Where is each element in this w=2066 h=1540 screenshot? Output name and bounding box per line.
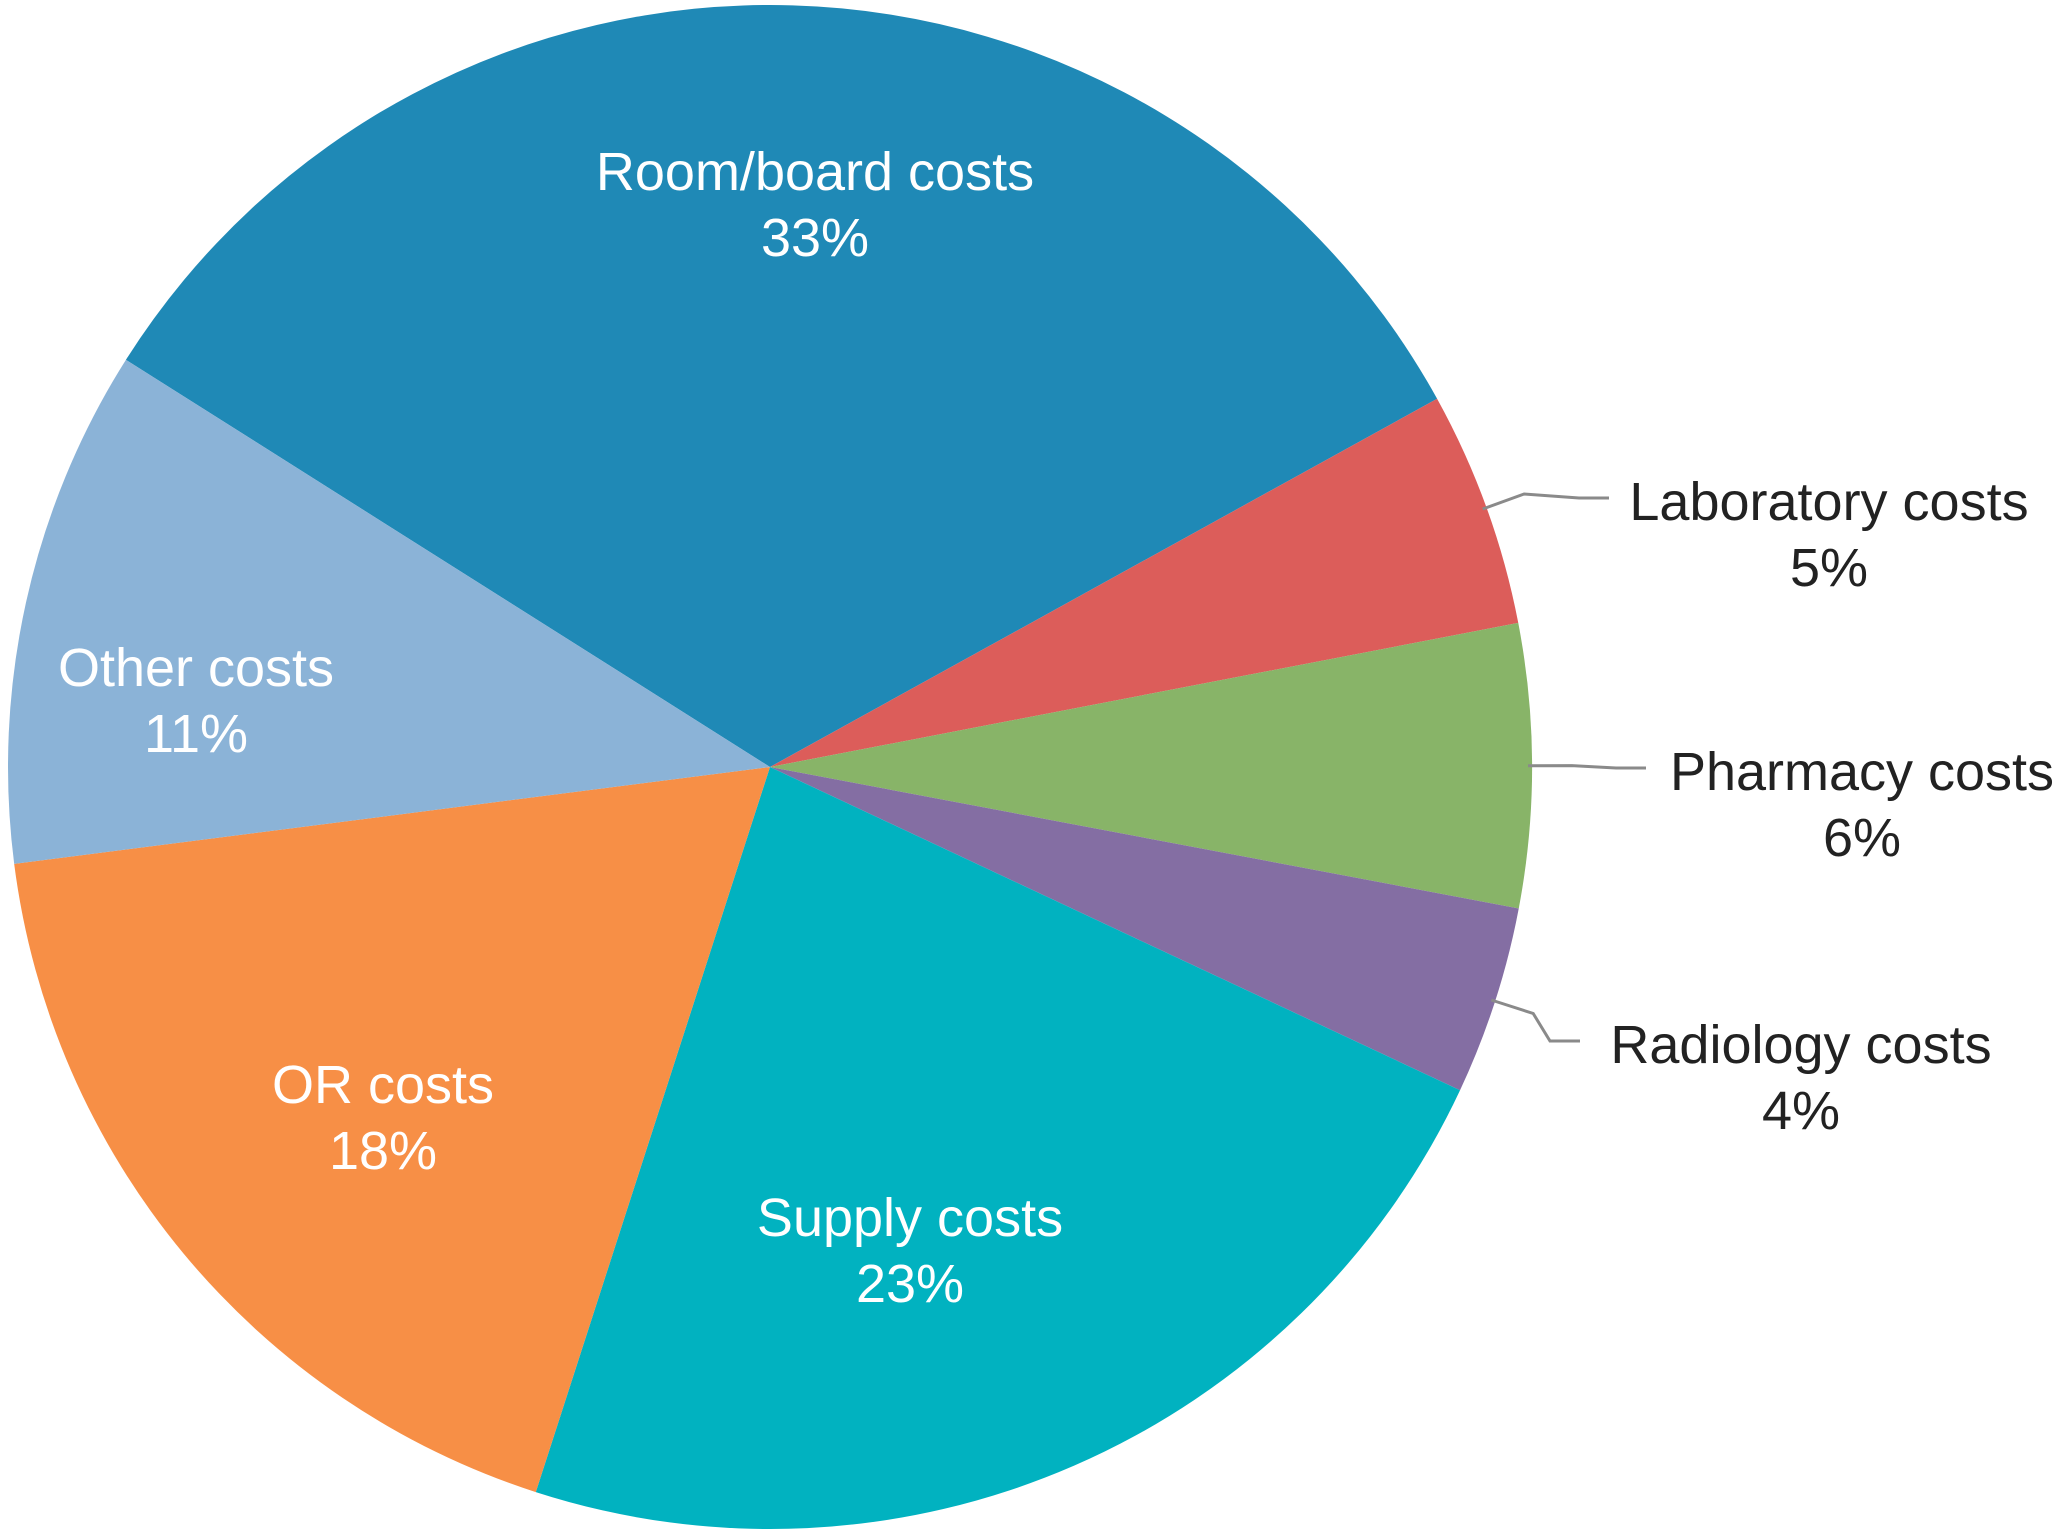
pie-slice-supply-costs [535,767,1461,1529]
slice-label-laboratory-costs: Laboratory costs [1629,472,2028,532]
slice-value-other-costs: 11% [144,704,248,764]
pie-slice-other-costs [8,359,770,864]
leader-line-radiology-costs [1490,998,1580,1043]
pie-slice-or-costs [14,767,771,1493]
pie-slice-radiology-costs [770,767,1519,1091]
slice-value-laboratory-costs: 5% [1790,538,1868,598]
pie-slice-room-board-costs [125,5,1438,767]
leader-line-pharmacy-costs [1527,764,1646,770]
slice-label-or-costs: OR costs [272,1055,494,1115]
pie-slices [8,5,1532,1529]
slice-value-or-costs: 18% [329,1121,437,1181]
slice-value-radiology-costs: 4% [1762,1081,1840,1141]
slice-label-supply-costs: Supply costs [757,1188,1063,1248]
slice-label-other-costs: Other costs [58,638,334,698]
slice-label-room-board-costs: Room/board costs [596,142,1034,202]
slice-value-room-board-costs: 33% [761,208,869,268]
slice-value-supply-costs: 23% [856,1254,964,1314]
pie-slice-pharmacy-costs [770,622,1532,909]
pie-slice-laboratory-costs [770,398,1519,767]
slice-label-radiology-costs: Radiology costs [1610,1015,1991,1075]
slice-label-pharmacy-costs: Pharmacy costs [1670,742,2054,802]
slice-value-pharmacy-costs: 6% [1823,808,1901,868]
leader-line-laboratory-costs [1482,492,1609,511]
